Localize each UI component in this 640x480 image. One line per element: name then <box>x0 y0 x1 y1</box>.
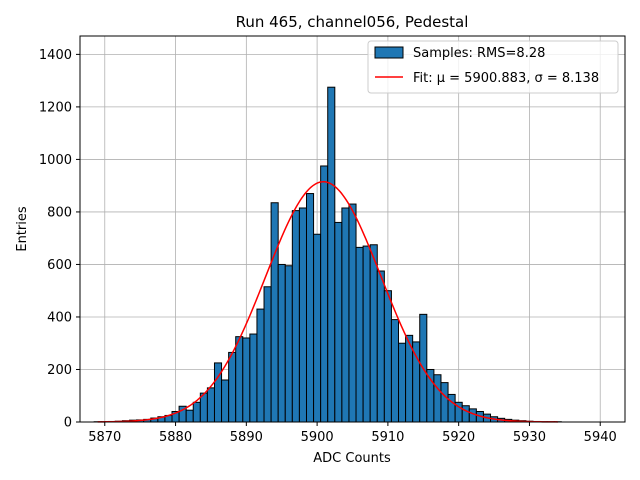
histogram-bar <box>221 379 230 423</box>
histogram-bar <box>376 270 385 423</box>
histogram-bar <box>313 233 322 423</box>
legend-frame <box>367 40 619 94</box>
histogram-bar <box>263 286 272 423</box>
chart-title: Run 465, channel056, Pedestal <box>236 13 469 31</box>
histogram-bar <box>355 246 364 423</box>
histogram-bar <box>256 308 265 423</box>
histogram-bar <box>348 203 357 423</box>
x-tick-label: 5910 <box>371 430 404 445</box>
histogram-bar <box>468 408 477 423</box>
histogram-bar <box>327 86 336 423</box>
histogram-bar <box>242 337 251 423</box>
legend: Samples: RMS=8.28 Fit: μ = 5900.883, σ =… <box>367 40 619 94</box>
y-tick-label: 0 <box>64 416 72 431</box>
histogram-bar <box>383 290 392 423</box>
fit-curve <box>97 180 558 423</box>
histogram-bar <box>185 409 194 423</box>
histogram-bar <box>305 193 315 423</box>
legend-histogram-label: Samples: RMS=8.28 <box>413 46 545 61</box>
y-tick-label: 800 <box>47 205 72 220</box>
histogram-bar <box>277 263 286 423</box>
histogram-bar <box>426 368 435 423</box>
histogram-bar <box>362 245 371 423</box>
x-tick-label: 5940 <box>584 430 617 445</box>
histogram-bar <box>461 405 470 423</box>
histogram-bar <box>298 207 307 423</box>
y-axis-label: Entries <box>15 206 30 252</box>
histogram-bar <box>206 387 215 423</box>
x-tick-label: 5920 <box>442 430 475 445</box>
histogram-bar <box>249 333 258 423</box>
y-tick-label: 600 <box>47 258 72 273</box>
x-axis-ticks: 5870 5880 5890 5900 5910 5920 5930 5940 <box>88 422 617 445</box>
x-axis-label: ADC Counts <box>313 451 391 466</box>
histogram-bar <box>412 341 421 423</box>
y-tick-label: 1400 <box>39 48 72 63</box>
histogram-bar <box>270 202 279 423</box>
y-axis-ticks: 0 200 400 600 800 1000 1200 1400 <box>39 48 80 431</box>
histogram-bar <box>390 319 400 423</box>
histogram-bar <box>433 374 442 423</box>
histogram-bar <box>447 393 456 423</box>
y-tick-label: 400 <box>47 310 72 325</box>
histogram-bar <box>334 221 343 423</box>
x-tick-label: 5880 <box>159 430 192 445</box>
histogram-bar <box>341 207 350 423</box>
histogram-bar <box>398 342 407 423</box>
legend-histogram-swatch <box>374 46 404 59</box>
histogram-bar <box>213 362 223 423</box>
histogram-bar <box>291 210 300 423</box>
histogram-bar <box>440 382 449 423</box>
histogram-bar <box>320 165 329 423</box>
legend-fit-label: Fit: μ = 5900.883, σ = 8.138 <box>413 71 599 86</box>
plot-area-frame <box>79 35 626 423</box>
y-tick-label: 1000 <box>39 153 72 168</box>
histogram-bar <box>235 336 244 423</box>
x-tick-label: 5890 <box>230 430 263 445</box>
histogram-bar <box>228 351 237 423</box>
x-tick-label: 5870 <box>88 430 121 445</box>
x-tick-label: 5930 <box>513 430 546 445</box>
histogram-bar <box>284 265 293 423</box>
y-tick-label: 1200 <box>39 100 72 115</box>
y-tick-label: 200 <box>47 363 72 378</box>
x-tick-label: 5900 <box>301 430 334 445</box>
histogram-bar <box>192 401 201 423</box>
histogram-bar <box>369 244 378 423</box>
